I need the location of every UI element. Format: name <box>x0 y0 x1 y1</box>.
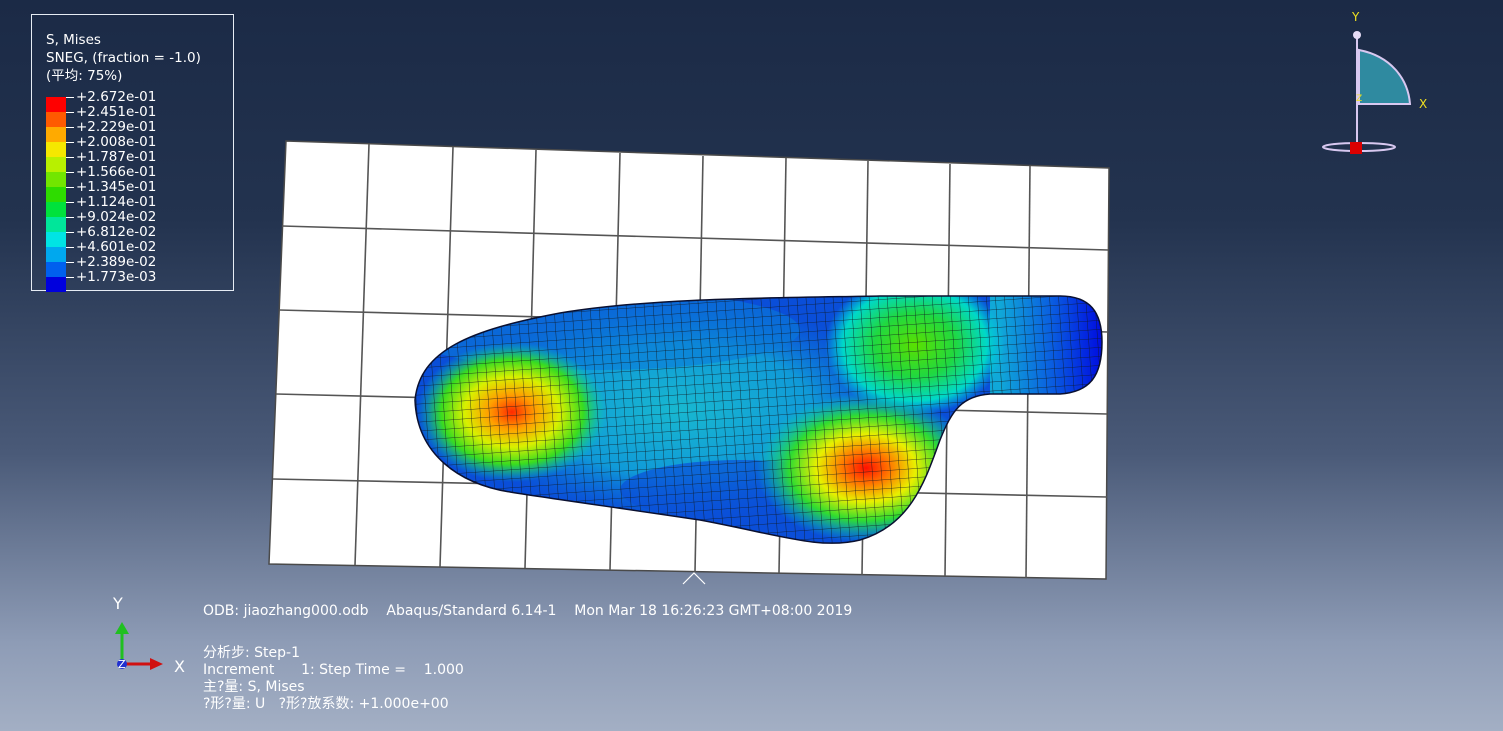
legend-tick <box>66 277 74 278</box>
legend-value: +1.345e-01 <box>76 179 157 195</box>
legend-color-swatch <box>46 232 66 247</box>
legend-value: +9.024e-02 <box>76 209 157 225</box>
legend-color-swatch <box>46 127 66 142</box>
legend-entry: +2.672e-01 <box>46 89 226 112</box>
legend-entry: +1.773e-03 <box>46 269 226 292</box>
legend-tick <box>66 202 74 203</box>
legend-tick <box>66 157 74 158</box>
legend-tick <box>66 262 74 263</box>
legend-tick <box>66 217 74 218</box>
increment-info-line: Increment 1: Step Time = 1.000 <box>203 662 464 678</box>
legend-color-swatch <box>46 142 66 157</box>
coordinate-triad <box>115 622 163 670</box>
legend-entry: +9.024e-02 <box>46 209 226 232</box>
legend-subtitle: SNEG, (fraction = -1.0) <box>46 50 201 66</box>
legend-entry: +1.787e-01 <box>46 149 226 172</box>
triad-y-label: Y <box>112 594 123 613</box>
legend-entry: +1.124e-01 <box>46 194 226 217</box>
view-orientation-indicator[interactable] <box>1322 31 1412 154</box>
triad-x-label: X <box>174 657 185 676</box>
legend-value: +1.773e-03 <box>76 269 157 285</box>
legend-entry: +6.812e-02 <box>46 224 226 247</box>
legend-tick <box>66 232 74 233</box>
legend-tick <box>66 127 74 128</box>
legend-color-swatch <box>46 97 66 112</box>
legend-color-swatch <box>46 112 66 127</box>
legend-entry: +2.451e-01 <box>46 104 226 127</box>
legend-tick <box>66 172 74 173</box>
legend-value: +4.601e-02 <box>76 239 157 255</box>
legend-color-swatch <box>46 157 66 172</box>
legend-color-swatch <box>46 187 66 202</box>
legend-color-swatch <box>46 277 66 292</box>
legend-entry: +1.345e-01 <box>46 179 226 202</box>
legend-entry: +1.566e-01 <box>46 164 226 187</box>
legend-averaging: (平均: 75%) <box>46 68 123 84</box>
legend-entry: +2.229e-01 <box>46 119 226 142</box>
legend-entry: +4.601e-02 <box>46 239 226 262</box>
legend-value: +1.124e-01 <box>76 194 157 210</box>
legend-value: +2.389e-02 <box>76 254 157 270</box>
legend-title: S, Mises <box>46 32 101 48</box>
legend-value: +1.787e-01 <box>76 149 157 165</box>
legend-entry: +2.008e-01 <box>46 134 226 157</box>
legend-entry: +2.389e-02 <box>46 254 226 277</box>
legend-value: +2.672e-01 <box>76 89 157 105</box>
deformed-variable-line: ?形?量: U ?形?放系数: +1.000e+00 <box>203 696 449 712</box>
legend-color-swatch <box>46 202 66 217</box>
legend-tick <box>66 97 74 98</box>
view-cube-y-label: Y <box>1351 10 1360 24</box>
legend-color-swatch <box>46 247 66 262</box>
view-cube-x-label: X <box>1419 97 1427 111</box>
legend-color-swatch <box>46 172 66 187</box>
legend-header: S, Mises SNEG, (fraction = -1.0) (平均: 75… <box>46 31 201 85</box>
legend-value: +6.812e-02 <box>76 224 157 240</box>
primary-variable-line: 主?量: S, Mises <box>203 679 305 695</box>
legend-tick <box>66 112 74 113</box>
legend-value: +2.229e-01 <box>76 119 157 135</box>
legend-tick <box>66 142 74 143</box>
legend-value: +2.451e-01 <box>76 104 157 120</box>
triad-z-label: Z <box>118 658 126 671</box>
legend-value: +2.008e-01 <box>76 134 157 150</box>
legend-color-swatch <box>46 217 66 232</box>
legend-color-swatch <box>46 262 66 277</box>
odb-info-line: ODB: jiaozhang000.odb Abaqus/Standard 6.… <box>203 603 853 619</box>
step-info-line: 分析步: Step-1 <box>203 645 301 661</box>
legend-value: +1.566e-01 <box>76 164 157 180</box>
contour-legend: S, Mises SNEG, (fraction = -1.0) (平均: 75… <box>31 14 234 292</box>
legend-tick <box>66 187 74 188</box>
legend-tick <box>66 247 74 248</box>
view-cube-z-label: Z <box>1356 94 1362 104</box>
